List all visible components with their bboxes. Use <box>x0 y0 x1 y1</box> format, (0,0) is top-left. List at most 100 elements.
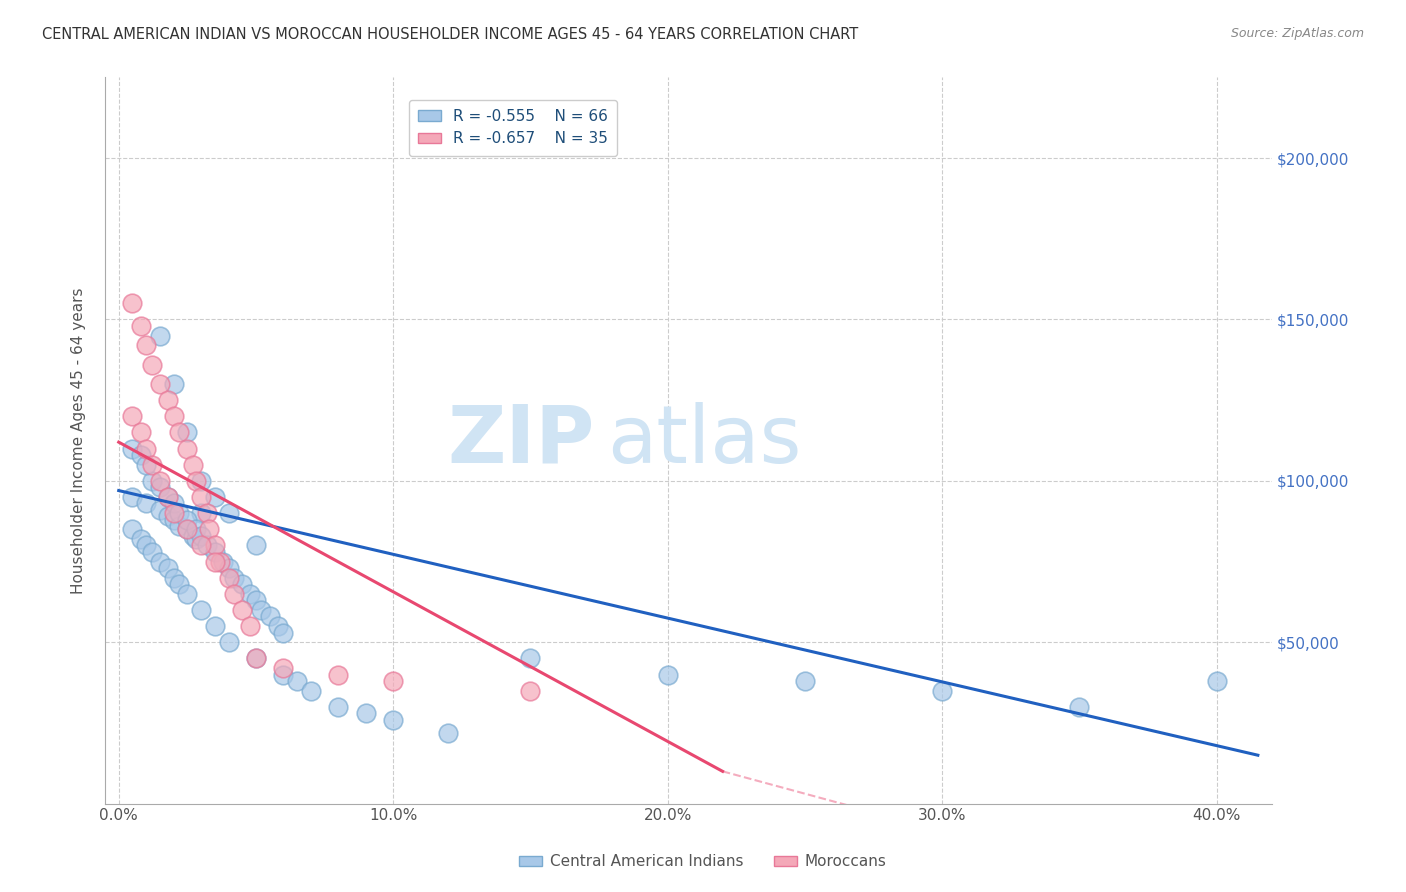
Point <box>162 409 184 424</box>
Point <box>135 338 157 352</box>
Point <box>519 651 541 665</box>
Point <box>382 713 405 727</box>
Point <box>162 513 184 527</box>
Point <box>382 673 405 688</box>
Point <box>1069 699 1091 714</box>
Point <box>167 506 190 520</box>
Point <box>328 667 350 681</box>
Point <box>129 448 152 462</box>
Point <box>184 522 207 536</box>
Point <box>794 673 817 688</box>
Point <box>231 577 253 591</box>
Point <box>328 699 350 714</box>
Point <box>218 571 240 585</box>
Point <box>267 619 290 633</box>
Point <box>167 519 190 533</box>
Point <box>141 358 163 372</box>
Point <box>184 532 207 546</box>
Point <box>190 474 212 488</box>
Point <box>190 603 212 617</box>
Point <box>259 609 281 624</box>
Point <box>121 490 143 504</box>
Point <box>245 538 267 552</box>
Point <box>218 635 240 649</box>
Point <box>245 593 267 607</box>
Y-axis label: Householder Income Ages 45 - 64 years: Householder Income Ages 45 - 64 years <box>72 287 86 594</box>
Point <box>204 538 226 552</box>
Point <box>273 667 295 681</box>
Point <box>149 328 172 343</box>
Point <box>245 651 267 665</box>
Point <box>204 545 226 559</box>
Point <box>519 683 541 698</box>
Point <box>157 561 180 575</box>
Point <box>121 409 143 424</box>
Point <box>181 529 204 543</box>
Point <box>222 587 245 601</box>
Point <box>121 442 143 456</box>
Point <box>135 538 157 552</box>
Point <box>149 474 172 488</box>
Point <box>176 513 198 527</box>
Point <box>129 425 152 440</box>
Point <box>1205 673 1227 688</box>
Point <box>157 490 180 504</box>
Point <box>239 587 262 601</box>
Point <box>141 545 163 559</box>
Point <box>245 651 267 665</box>
Point <box>176 442 198 456</box>
Point <box>162 571 184 585</box>
Point <box>121 296 143 310</box>
Point <box>162 377 184 392</box>
Text: Source: ZipAtlas.com: Source: ZipAtlas.com <box>1230 27 1364 40</box>
Point <box>222 571 245 585</box>
Point <box>149 503 172 517</box>
Point <box>657 667 679 681</box>
Point <box>162 506 184 520</box>
Point <box>209 555 232 569</box>
Point <box>176 425 198 440</box>
Point <box>141 474 163 488</box>
Point <box>204 555 226 569</box>
Point <box>129 532 152 546</box>
Point <box>239 619 262 633</box>
Point <box>354 706 377 721</box>
Point <box>157 490 180 504</box>
Point <box>149 480 172 494</box>
Point <box>129 318 152 333</box>
Point <box>184 474 207 488</box>
Point <box>176 522 198 536</box>
Point <box>157 393 180 408</box>
Point <box>437 725 460 739</box>
Point <box>285 673 308 688</box>
Point <box>204 490 226 504</box>
Legend: R = -0.555    N = 66, R = -0.657    N = 35: R = -0.555 N = 66, R = -0.657 N = 35 <box>409 100 617 155</box>
Point <box>135 496 157 510</box>
Point <box>121 522 143 536</box>
Point <box>190 538 212 552</box>
Point <box>231 603 253 617</box>
Point <box>250 603 273 617</box>
Text: ZIP: ZIP <box>447 401 595 480</box>
Point <box>195 538 218 552</box>
Point <box>141 458 163 472</box>
Legend: Central American Indians, Moroccans: Central American Indians, Moroccans <box>513 848 893 875</box>
Point <box>176 587 198 601</box>
Point <box>135 442 157 456</box>
Point <box>195 506 218 520</box>
Point <box>167 425 190 440</box>
Point <box>135 458 157 472</box>
Point <box>273 625 295 640</box>
Point <box>931 683 953 698</box>
Point <box>181 458 204 472</box>
Point <box>149 377 172 392</box>
Point <box>167 577 190 591</box>
Point <box>149 555 172 569</box>
Point <box>190 490 212 504</box>
Point <box>176 522 198 536</box>
Point <box>190 529 212 543</box>
Point <box>218 506 240 520</box>
Point <box>212 555 235 569</box>
Point <box>198 522 221 536</box>
Text: CENTRAL AMERICAN INDIAN VS MOROCCAN HOUSEHOLDER INCOME AGES 45 - 64 YEARS CORREL: CENTRAL AMERICAN INDIAN VS MOROCCAN HOUS… <box>42 27 859 42</box>
